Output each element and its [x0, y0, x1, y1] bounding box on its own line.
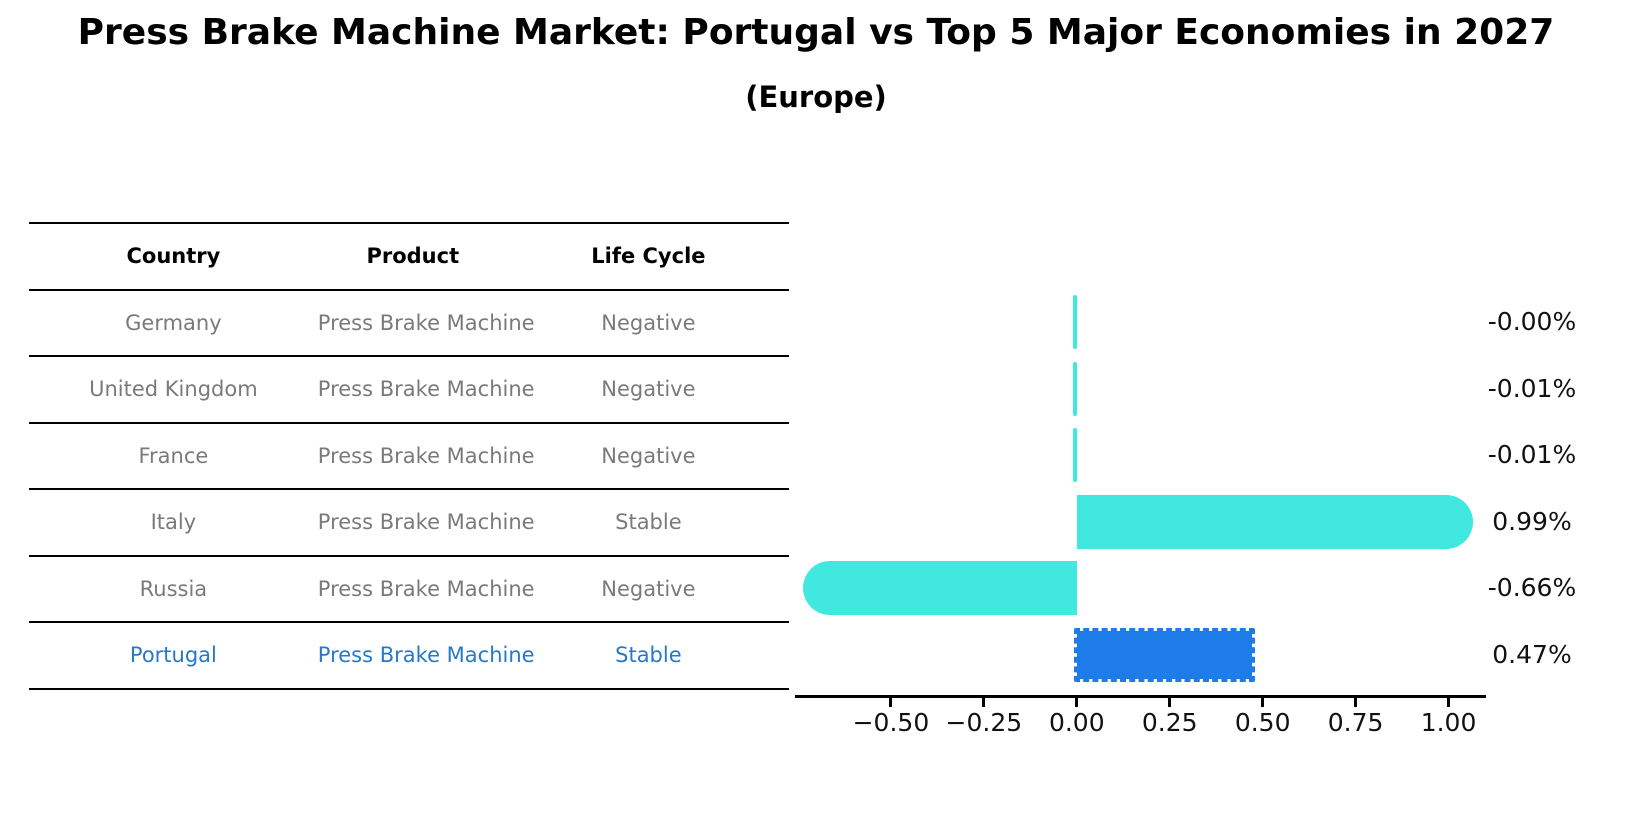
value-label-united-kingdom: -0.01% [1487, 373, 1577, 403]
table-cell-life-cycle: Stable [615, 510, 682, 535]
value-label-portugal: 0.47% [1492, 639, 1572, 669]
x-axis-tick-label: 0.00 [1048, 708, 1105, 737]
table-row: United Kingdom Press Brake Machine Negativ… [29, 355, 789, 422]
table-row: Russia Press Brake Machine Negative [29, 554, 789, 622]
bar-highlight-portugal [1073, 627, 1255, 682]
x-axis-tick-label: −0.25 [945, 708, 1023, 737]
table-row: Germany Press Brake Machine Negative [29, 288, 789, 356]
x-axis-tick [982, 698, 986, 707]
x-axis-tick [1354, 698, 1358, 707]
country-product-table: Country Product Life Cycle Germany Press Bra… [29, 222, 789, 690]
x-axis-tick [1168, 698, 1172, 707]
x-axis-tick-label: 1.00 [1420, 708, 1477, 737]
table-row: Portugal Press Brake Machine Stable [29, 621, 789, 688]
bar-russia [803, 561, 1077, 616]
table-cell-country: France [138, 443, 209, 468]
table-cell-life-cycle: Negative [601, 443, 696, 468]
bar-chart-plot-area [798, 289, 1482, 688]
bar-germany [1072, 295, 1077, 350]
x-axis-tick-label: 0.50 [1234, 708, 1291, 737]
x-axis-tick [1447, 698, 1451, 707]
x-axis-line [795, 695, 1486, 698]
table-header-cell: Product [366, 244, 460, 269]
table-header-cell: Life Cycle [591, 244, 706, 269]
table-cell-product: Press Brake Machine [317, 377, 535, 402]
table-cell-product: Press Brake Machine [317, 643, 535, 668]
table-cell-product: Press Brake Machine [317, 510, 535, 535]
table-cell-country: Russia [139, 576, 208, 601]
table-cell-country: United Kingdom [89, 377, 258, 402]
bar-italy [1076, 494, 1473, 549]
table-row: Italy Press Brake Machine Stable [29, 488, 789, 555]
value-label-russia: -0.66% [1487, 573, 1577, 603]
x-axis-tick-label: −0.50 [852, 708, 930, 737]
x-axis-tick-label: 0.25 [1141, 708, 1198, 737]
table-row: France Press Brake Machine Negative [29, 421, 789, 489]
table-cell-life-cycle: Stable [615, 643, 682, 668]
table-cell-product: Press Brake Machine [317, 576, 535, 601]
table-cell-life-cycle: Negative [601, 377, 696, 402]
table-header-cell: Country [126, 244, 221, 269]
bar-united-kingdom [1072, 361, 1077, 416]
table-cell-product: Press Brake Machine [317, 310, 535, 335]
table-header-row: Country Product Life Cycle [29, 222, 789, 289]
chart-title: Press Brake Machine Market: Portugal vs … [77, 12, 1555, 53]
table-cell-life-cycle: Negative [601, 310, 696, 335]
x-axis-tick-label: 0.75 [1327, 708, 1384, 737]
table-cell-product: Press Brake Machine [317, 443, 535, 468]
x-axis-tick [1075, 698, 1079, 707]
x-axis-tick [1261, 698, 1265, 707]
table-cell-country: Portugal [129, 643, 217, 668]
table-cell-country: Italy [150, 510, 197, 535]
table-cell-life-cycle: Negative [601, 576, 696, 601]
table-cell-country: Germany [125, 310, 222, 335]
value-label-italy: 0.99% [1492, 506, 1572, 536]
value-label-france: -0.01% [1487, 440, 1577, 470]
x-axis-tick [889, 698, 893, 707]
bar-france [1072, 428, 1077, 483]
value-label-germany: -0.00% [1487, 307, 1577, 337]
chart-subtitle: (Europe) [745, 80, 887, 114]
